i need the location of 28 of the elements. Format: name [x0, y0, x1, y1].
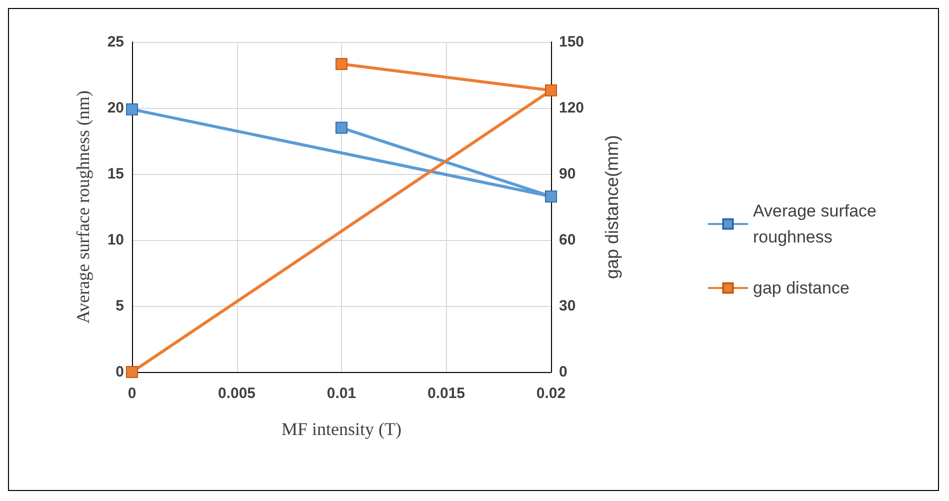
point	[336, 122, 348, 134]
y2-axis-title: gap distance(mm)	[602, 134, 622, 280]
point	[336, 58, 348, 70]
y2-tick-label: 150	[559, 34, 584, 50]
y2-tick-label: 30	[559, 298, 576, 314]
point	[126, 366, 138, 378]
point	[126, 103, 138, 116]
legend-label: gap distance	[753, 278, 850, 298]
x-tick-label: 0.01	[326, 385, 356, 402]
x-axis-title: MF intensity (T)	[282, 419, 402, 439]
y-tick-label: 20	[107, 100, 124, 116]
y-tick-label: 0	[116, 364, 124, 380]
legend-label: Average surface roughness	[753, 202, 882, 246]
y2-tick-label: 90	[559, 166, 576, 182]
y-tick-label: 10	[107, 232, 124, 248]
y-tick-label: 25	[107, 34, 124, 50]
y-axis-title: Average surface roughness (nm)	[73, 90, 93, 324]
x-tick-label: 0.02	[536, 385, 566, 402]
y2-tick-label: 60	[559, 232, 576, 248]
y2-tick-label: 120	[559, 100, 584, 116]
x-tick-label: 0.005	[218, 385, 256, 402]
x-tick-label: 0	[128, 385, 136, 402]
y-tick-label: 5	[116, 298, 124, 314]
point	[545, 190, 557, 202]
y-tick-label: 15	[107, 166, 124, 182]
y2-tick-label: 0	[559, 364, 568, 380]
point	[545, 84, 557, 96]
x-tick-label: 0.015	[427, 385, 466, 402]
